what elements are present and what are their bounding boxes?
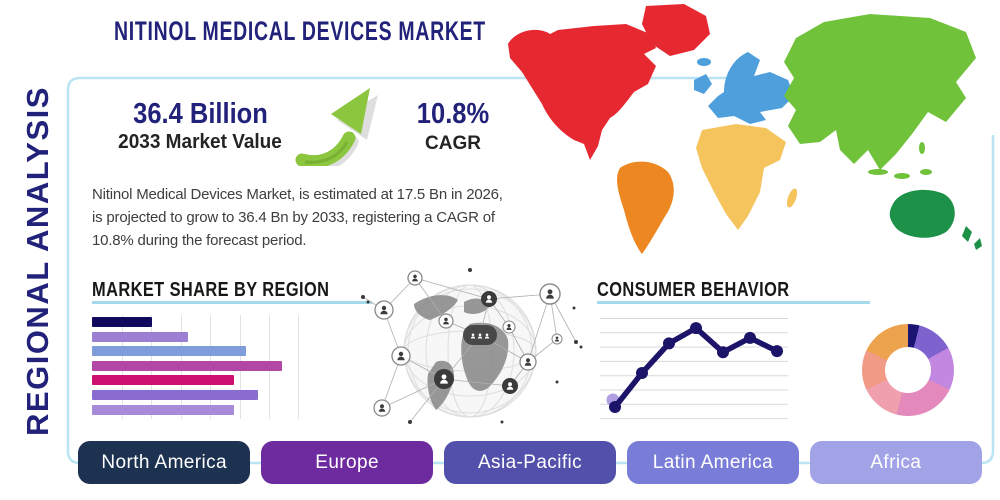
- line-chart-title-underline: [597, 301, 870, 304]
- donut-chart: [862, 324, 954, 416]
- bar-segment: [92, 317, 152, 327]
- page-title: NITINOL MEDICAL DEVICES MARKET: [114, 16, 486, 46]
- continent-asia: [784, 14, 976, 179]
- japan: [942, 90, 956, 112]
- bar-segment: [92, 404, 234, 415]
- market-value-caption: 2033 Market Value: [118, 131, 282, 153]
- bar-chart-title-underline: [92, 301, 372, 304]
- network-nodes: [373, 270, 563, 417]
- bar-segment: [92, 331, 188, 342]
- cagr-caption: CAGR: [425, 133, 481, 154]
- bar-segment: [92, 360, 282, 371]
- network-dots: [361, 268, 583, 424]
- region-button-asia-pacific[interactable]: Asia-Pacific: [443, 441, 617, 484]
- user-node-icon: [539, 283, 561, 305]
- bar-gridline: [298, 315, 300, 419]
- user-node-icon: [407, 270, 423, 286]
- united-kingdom: [694, 74, 712, 94]
- continent-africa: [696, 124, 798, 230]
- consumer-behavior-line-chart: [600, 318, 788, 420]
- user-node-icon: [373, 399, 391, 417]
- user-node-icon-filled: [502, 378, 518, 394]
- user-node-icon: [374, 300, 394, 320]
- cagr-stat: 10.8%: [416, 98, 490, 130]
- greenland: [642, 4, 710, 56]
- market-description: Nitinol Medical Devices Market, is estim…: [92, 186, 503, 249]
- user-node-icon: [519, 353, 537, 371]
- market-value-stat: 36.4 Billion: [133, 98, 268, 130]
- bar-segment: [92, 346, 246, 357]
- donut-hole: [885, 347, 931, 393]
- continent-south-america: [617, 161, 674, 254]
- continent-europe: [694, 52, 794, 124]
- continent-australia: [889, 189, 982, 250]
- bar-chart-bars: [92, 317, 304, 419]
- madagascar: [786, 188, 798, 208]
- iceland: [697, 58, 711, 66]
- continent-north-america: [508, 4, 710, 160]
- growth-arrow-icon: [295, 88, 378, 166]
- region-buttons-row: North America Europe Asia-Pacific Latin Ame…: [78, 441, 983, 484]
- user-node-icon-filled: [434, 369, 454, 389]
- world-map: [508, 4, 982, 254]
- user-node-icon: [438, 313, 454, 329]
- bar-segment: [92, 389, 258, 400]
- bar-chart-title: MARKET SHARE BY REGION: [92, 279, 330, 301]
- side-label-regional-analysis: REGIONAL ANALYSIS: [20, 86, 55, 436]
- market-share-bar-chart: [92, 313, 304, 421]
- new-zealand-south: [974, 238, 982, 250]
- region-button-north-america[interactable]: North America: [78, 441, 251, 484]
- globe-network-illustration: [361, 268, 583, 424]
- region-button-africa[interactable]: Africa: [809, 441, 983, 484]
- user-node-icon: [391, 346, 411, 366]
- user-node-icon: [502, 320, 516, 334]
- region-button-europe[interactable]: Europe: [260, 441, 434, 484]
- bar-segment: [92, 375, 234, 386]
- user-node-icon-filled: [481, 291, 497, 307]
- group-node-icon: [463, 325, 497, 345]
- philippines: [919, 142, 925, 154]
- new-zealand: [962, 226, 972, 242]
- user-node-icon: [551, 333, 563, 345]
- line-chart-title: CONSUMER BEHAVIOR: [597, 279, 790, 301]
- region-button-latin-america[interactable]: Latin America: [626, 441, 800, 484]
